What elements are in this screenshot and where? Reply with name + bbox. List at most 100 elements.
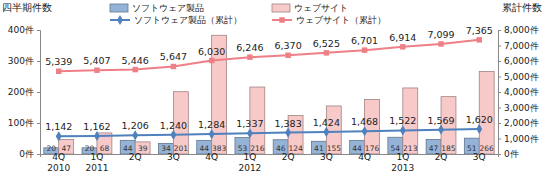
data-label: 1,620	[466, 114, 493, 125]
marker	[324, 50, 329, 55]
line	[59, 40, 480, 71]
marker	[400, 44, 405, 49]
axis-title: 四半期件数	[2, 2, 52, 13]
tick-mark	[37, 30, 40, 31]
bar	[326, 106, 341, 154]
tick: 1Q2011	[86, 152, 109, 173]
marker	[209, 129, 215, 139]
tick-mark	[37, 154, 40, 155]
tick-label: 100件	[8, 118, 34, 128]
tick: 0件	[498, 149, 519, 159]
data-label: 1,569	[427, 115, 454, 126]
tick-mark	[498, 30, 501, 31]
x-axis: 4Q20101Q20112Q3Q4Q1Q20122Q3Q4Q1Q20132Q3Q	[41, 152, 499, 173]
marker	[438, 125, 444, 135]
tick-label: 3Q	[473, 152, 486, 162]
legend-label: ウェブサイト	[294, 3, 348, 13]
tick-label: 3Q	[320, 152, 333, 162]
marker	[247, 54, 252, 59]
legend-marker	[279, 17, 284, 22]
tick: 1,000件	[498, 134, 539, 144]
marker	[362, 47, 367, 52]
marker	[132, 130, 138, 140]
marker	[323, 127, 329, 137]
marker	[171, 64, 176, 69]
tick-label: 3Q	[167, 152, 180, 162]
data-label: 1,522	[389, 115, 416, 126]
legend-swatch	[110, 4, 128, 12]
marker	[94, 131, 100, 141]
tick-mark	[498, 46, 501, 47]
legend-label: ウェブサイト（累計）	[296, 15, 386, 25]
tick: 0件	[19, 149, 40, 159]
data-label: 5,446	[122, 55, 149, 66]
bar-series	[59, 35, 494, 154]
tick: 4Q	[358, 152, 371, 162]
chart: 2020443444534641445447514768392013832161…	[0, 0, 545, 194]
tick: 4,000件	[498, 87, 539, 97]
tick-label: 4Q	[205, 152, 218, 162]
tick-label: 200件	[8, 87, 34, 97]
tick: 300件	[8, 56, 40, 66]
data-label: 6,525	[313, 38, 340, 49]
legend-label: ソフトウェア製品	[132, 3, 204, 13]
marker	[247, 128, 253, 138]
legend-label: ソフトウェア製品（累計）	[134, 15, 242, 25]
axis-line	[41, 155, 499, 158]
data-label: 1,206	[122, 120, 149, 131]
tick: 3,000件	[498, 103, 539, 113]
marker	[362, 126, 368, 136]
tick: 2Q	[435, 152, 448, 162]
data-label: 7,365	[466, 25, 493, 36]
data-label: 6,030	[198, 46, 225, 57]
tick-label: 5,000件	[504, 72, 539, 82]
tick: 3Q	[167, 152, 180, 162]
tick-label: 7,000件	[504, 41, 539, 51]
tick: 6,000件	[498, 56, 539, 66]
tick: 4Q	[205, 152, 218, 162]
marker	[56, 131, 62, 141]
data-label: 5,407	[83, 55, 110, 66]
tick-label: 4Q	[358, 152, 371, 162]
tick-mark	[37, 123, 40, 124]
y2-axis: 0件 1,000件 2,000件 3,000件 4,000件 5,000件 6,000件 7,…	[498, 25, 539, 159]
tick-label: 4,000件	[504, 87, 539, 97]
data-label: 6,370	[275, 40, 302, 51]
data-label: 6,701	[351, 35, 378, 46]
tick-mark	[37, 61, 40, 62]
y-axis: 0件 100件 200件 300件 400件	[8, 25, 41, 159]
tick-label: 0件	[19, 149, 34, 159]
marker	[170, 130, 176, 140]
tick: 8,000件	[498, 25, 539, 35]
tick-label: 2,000件	[504, 118, 539, 128]
tick-mark	[498, 61, 501, 62]
tick-label: 8,000件	[504, 25, 539, 35]
data-label: 1,424	[313, 117, 340, 128]
tick-label: 1Q2012	[238, 152, 261, 173]
tick-mark	[498, 108, 501, 109]
tick: 400件	[8, 25, 40, 35]
data-label: 7,099	[427, 29, 454, 40]
tick: 100件	[8, 118, 40, 128]
marker	[285, 53, 290, 58]
tick: 1Q2012	[238, 152, 261, 173]
tick-mark	[498, 92, 501, 93]
tick: 1Q2013	[391, 152, 414, 173]
marker	[477, 37, 482, 42]
data-label: 1,162	[83, 121, 110, 132]
tick-label: 0件	[504, 149, 519, 159]
tick: 4Q2010	[47, 152, 70, 173]
tick-label: 300件	[8, 56, 34, 66]
tick: 5,000件	[498, 72, 539, 82]
data-labels: 2020443444534641445447514768392013832161…	[45, 25, 494, 153]
tick-label: 1,000件	[504, 134, 539, 144]
tick-label: 2Q	[435, 152, 448, 162]
marker	[476, 124, 482, 134]
tick-label: 3,000件	[504, 103, 539, 113]
tick: 7,000件	[498, 41, 539, 51]
tick-mark	[498, 77, 501, 78]
axis-title: 累計件数	[502, 2, 542, 13]
tick: 2Q	[282, 152, 295, 162]
marker	[438, 41, 443, 46]
legend-swatch	[272, 4, 290, 12]
